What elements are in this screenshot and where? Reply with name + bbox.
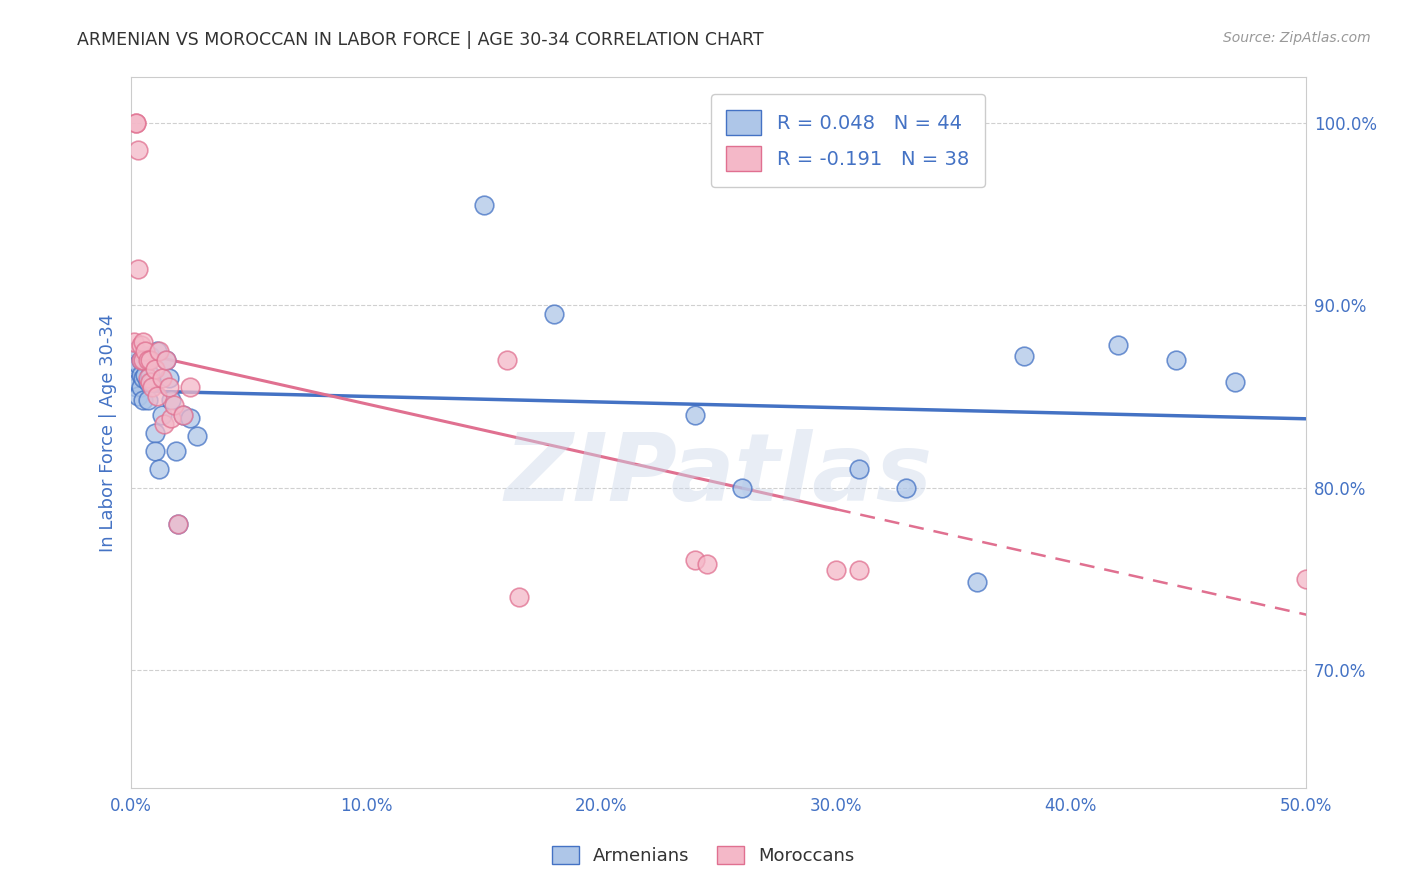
- Point: [146, 343, 169, 358]
- Point: [125, 116, 148, 130]
- Point: [127, 375, 149, 389]
- Point: [683, 553, 706, 567]
- Point: [139, 375, 162, 389]
- Point: [731, 481, 754, 495]
- Point: [157, 380, 180, 394]
- Point: [129, 353, 152, 368]
- Point: [132, 334, 155, 349]
- Point: [143, 425, 166, 440]
- Point: [132, 392, 155, 407]
- Point: [127, 261, 149, 276]
- Point: [157, 371, 180, 385]
- Point: [896, 481, 918, 495]
- Point: [172, 408, 194, 422]
- Point: [1012, 349, 1035, 363]
- Point: [1295, 572, 1317, 586]
- Point: [543, 307, 565, 321]
- Point: [136, 375, 159, 389]
- Legend: Armenians, Moroccans: Armenians, Moroccans: [543, 837, 863, 874]
- Point: [167, 516, 190, 531]
- Point: [186, 429, 208, 443]
- Point: [179, 380, 201, 394]
- Point: [966, 575, 988, 590]
- Point: [132, 353, 155, 368]
- Point: [129, 353, 152, 368]
- Point: [141, 375, 163, 389]
- Point: [848, 562, 870, 576]
- Point: [1317, 575, 1340, 590]
- Legend: R = 0.048   N = 44, R = -0.191   N = 38: R = 0.048 N = 44, R = -0.191 N = 38: [711, 95, 984, 187]
- Point: [160, 392, 183, 407]
- Point: [508, 590, 530, 604]
- Point: [134, 343, 156, 358]
- Point: [824, 562, 846, 576]
- Point: [1107, 338, 1129, 352]
- Point: [148, 343, 170, 358]
- Point: [136, 392, 159, 407]
- Point: [167, 516, 190, 531]
- Point: [148, 462, 170, 476]
- Point: [153, 417, 176, 431]
- Y-axis label: In Labor Force | Age 30-34: In Labor Force | Age 30-34: [100, 314, 117, 552]
- Point: [150, 371, 173, 385]
- Point: [125, 380, 148, 394]
- Text: ZIPatlas: ZIPatlas: [505, 429, 932, 522]
- Point: [122, 357, 145, 371]
- Point: [143, 444, 166, 458]
- Point: [134, 349, 156, 363]
- Point: [1330, 575, 1353, 590]
- Point: [150, 408, 173, 422]
- Point: [127, 389, 149, 403]
- Point: [496, 353, 519, 368]
- Point: [160, 411, 183, 425]
- Point: [155, 353, 177, 368]
- Point: [136, 353, 159, 368]
- Point: [134, 368, 156, 382]
- Point: [139, 368, 162, 382]
- Point: [129, 338, 152, 352]
- Point: [146, 389, 169, 403]
- Point: [162, 399, 184, 413]
- Point: [696, 557, 718, 571]
- Point: [125, 343, 148, 358]
- Point: [129, 380, 152, 394]
- Point: [125, 116, 148, 130]
- Point: [155, 353, 177, 368]
- Point: [132, 353, 155, 368]
- Point: [1306, 575, 1329, 590]
- Point: [848, 462, 870, 476]
- Point: [127, 357, 149, 371]
- Point: [139, 349, 162, 363]
- Text: ARMENIAN VS MOROCCAN IN LABOR FORCE | AGE 30-34 CORRELATION CHART: ARMENIAN VS MOROCCAN IN LABOR FORCE | AG…: [77, 31, 763, 49]
- Point: [472, 198, 495, 212]
- Point: [139, 353, 162, 368]
- Point: [136, 371, 159, 385]
- Point: [1223, 375, 1246, 389]
- Point: [132, 371, 155, 385]
- Point: [179, 411, 201, 425]
- Text: Source: ZipAtlas.com: Source: ZipAtlas.com: [1223, 31, 1371, 45]
- Point: [165, 444, 187, 458]
- Point: [143, 362, 166, 376]
- Point: [129, 368, 152, 382]
- Point: [127, 144, 149, 158]
- Point: [1166, 353, 1188, 368]
- Point: [683, 408, 706, 422]
- Point: [122, 371, 145, 385]
- Point: [172, 408, 194, 422]
- Point: [122, 334, 145, 349]
- Point: [141, 380, 163, 394]
- Point: [1341, 575, 1364, 590]
